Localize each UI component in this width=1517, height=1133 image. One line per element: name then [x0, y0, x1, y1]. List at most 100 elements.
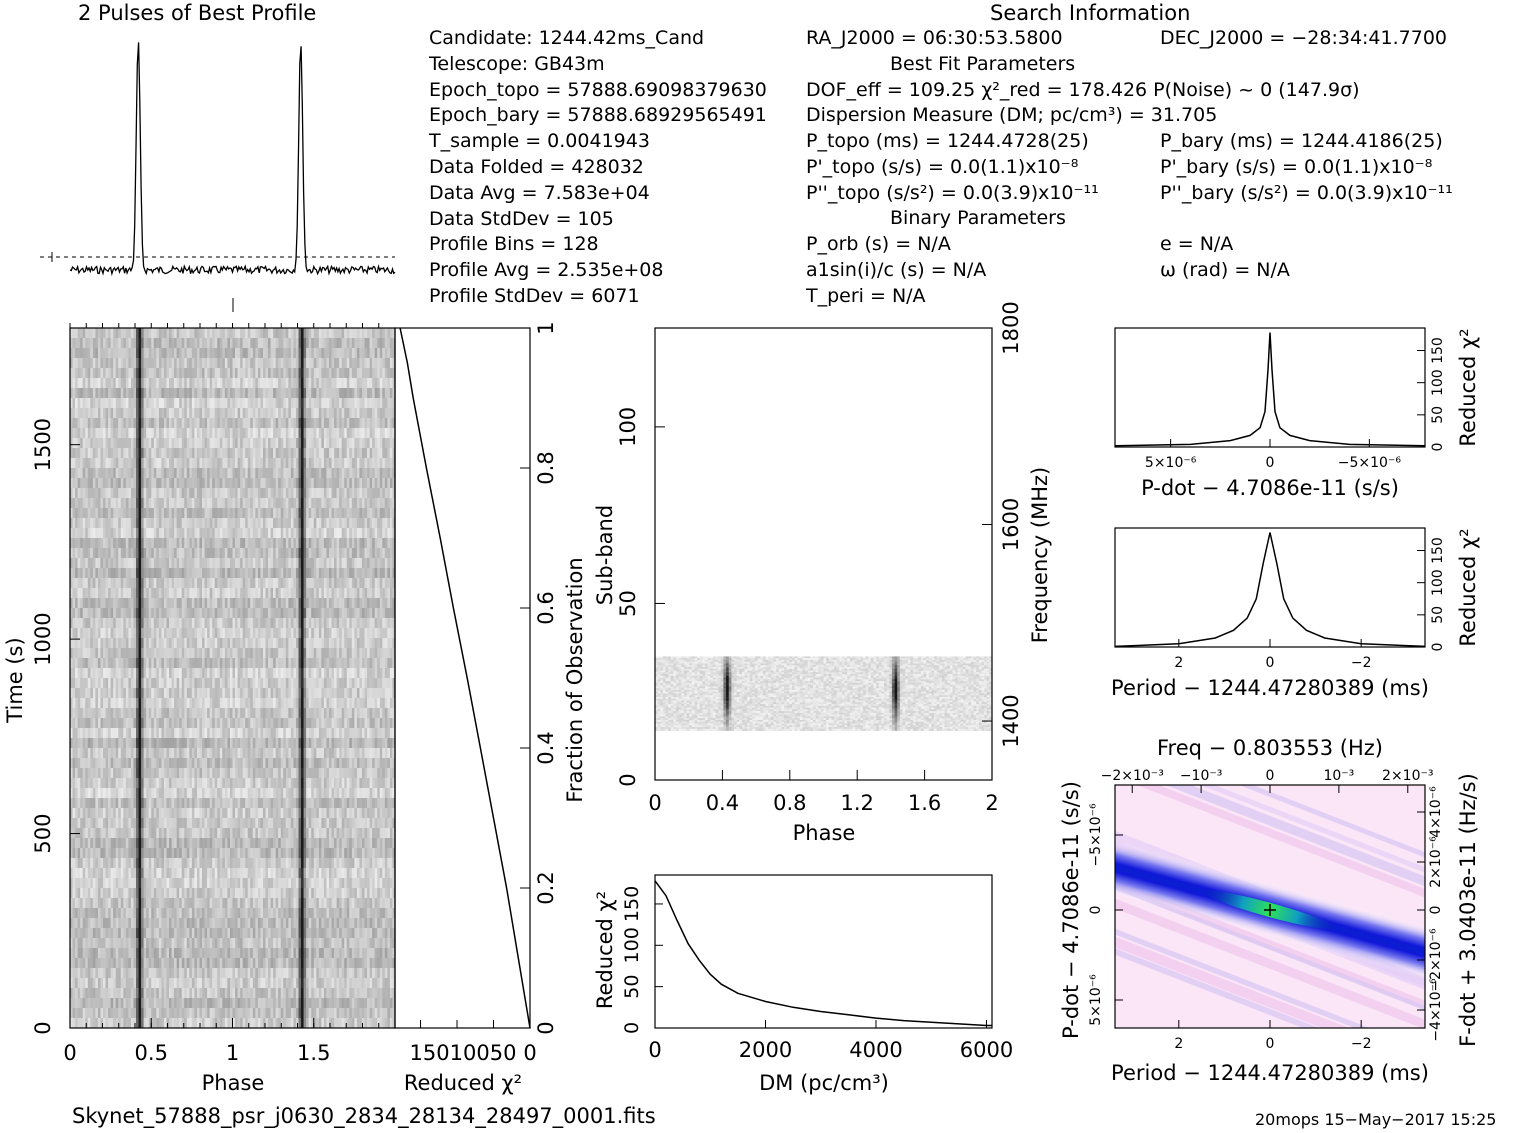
- chi2-period-line: [1114, 532, 1426, 648]
- chi2-time-ytick-label: 0.2: [534, 871, 558, 904]
- chi2-dm-ylabel: Reduced χ²: [593, 891, 617, 1009]
- time-phase-ytick-label: 500: [31, 814, 55, 854]
- subband-xtick-label: 2: [985, 791, 998, 815]
- candidate-line: Epoch_bary = 57888.68929565491: [429, 104, 767, 127]
- chi2-pdot-xtick-label: 5×10⁻⁶: [1145, 455, 1197, 471]
- chi2-pdot-ytick-label: 50: [1430, 406, 1446, 424]
- subband-frame: [654, 327, 993, 781]
- ppdot-top-tick-label: 10⁻³: [1323, 768, 1354, 784]
- search-line-p-orb: P_orb (s) = N/A: [806, 233, 951, 255]
- chi2-dm-xtick-label: 4000: [849, 1038, 902, 1062]
- time-phase-xtick-label: 1.5: [297, 1041, 330, 1065]
- chi2-time-ytick-label: 1: [534, 321, 558, 334]
- candidate-line: Profile Bins = 128: [429, 233, 599, 256]
- search-title: Search Information: [990, 1, 1191, 25]
- ppdot-ytick-label: −5×10⁻⁶: [1088, 803, 1104, 867]
- chi2-period-xlabel: Period − 1244.47280389 (ms): [1111, 676, 1429, 700]
- chi2-pdot-ytick-label: 0: [1430, 443, 1446, 452]
- search-line-binary-header: Binary Parameters: [890, 207, 1066, 229]
- subband-ytick-label: 100: [616, 407, 640, 447]
- chi2-pdot-xtick-label: 0: [1266, 455, 1275, 471]
- search-line-best-fit-header: Best Fit Parameters: [890, 53, 1076, 75]
- chi2-time-ytick-label: 0.6: [534, 591, 558, 624]
- chi2-time-xlabel: Reduced χ²: [404, 1071, 522, 1095]
- subband-xtick-label: 0: [648, 791, 661, 815]
- chi2-dm-xtick-label: 6000: [960, 1038, 1013, 1062]
- chi2-dm-xlabel: DM (pc/cm³): [759, 1071, 889, 1095]
- time-phase-ytick-label: 1500: [31, 418, 55, 471]
- search-line-dof: DOF_eff = 109.25 χ²_red = 178.426 P(Nois…: [806, 79, 1360, 101]
- search-line-pdd-bary: P''_bary (s/s²) = 0.0(3.9)x10⁻¹¹: [1160, 182, 1453, 204]
- ppdot-xtick-label: 0: [1266, 1036, 1275, 1052]
- subband-xtick-label: 0.8: [773, 791, 806, 815]
- chi2-period-ytick-label: 50: [1430, 606, 1446, 624]
- candidate-line: Data StdDev = 105: [429, 207, 614, 230]
- time-phase-xlabel: Phase: [202, 1071, 265, 1095]
- chi2-dm-ytick-label: 100: [621, 927, 643, 963]
- chi2-period-xtick-label: −2: [1351, 655, 1372, 671]
- chi2-time-frame: [394, 327, 531, 1029]
- time-phase-xtick-label: 1: [226, 1041, 239, 1065]
- profile-line: [69, 42, 396, 277]
- chi2-period-ytick-label: 150: [1430, 537, 1446, 564]
- time-phase-ylabel: Time (s): [3, 637, 27, 723]
- subband-image: [655, 656, 993, 731]
- chi2-dm-xtick-label: 2000: [739, 1038, 792, 1062]
- chi2-pdot-line: [1114, 332, 1426, 447]
- ppdot-y2tick-label: 4×10⁻⁶: [1428, 786, 1444, 838]
- ppdot-xtick-label: 2: [1174, 1036, 1183, 1052]
- search-line-ra: RA_J2000 = 06:30:53.5800: [806, 27, 1063, 49]
- chi2-time-ytick-label: 0: [534, 1021, 558, 1034]
- candidate-line: Profile StdDev = 6071: [429, 285, 640, 307]
- ppdot-y2tick-label: 2×10⁻⁶: [1428, 836, 1444, 888]
- ppdot-top-tick-label: 2×10⁻³: [1382, 768, 1433, 784]
- candidate-line: Data Folded = 428032: [429, 156, 644, 178]
- chi2-pdot-xlabel: P-dot − 4.7086e-11 (s/s): [1141, 476, 1399, 500]
- chi2-dm-xtick-label: 0: [648, 1038, 661, 1062]
- subband-xtick-label: 0.4: [706, 791, 739, 815]
- subband-y2tick-label: 1800: [999, 301, 1023, 354]
- time-phase-xtick-label: 0.5: [135, 1041, 168, 1065]
- time-phase-xtick-label: 0: [63, 1041, 76, 1065]
- chi2-time-ytick-label: 0.4: [534, 731, 558, 764]
- chi2-pdot-ytick-label: 100: [1430, 369, 1446, 396]
- chi2-period-xtick-label: 2: [1174, 655, 1183, 671]
- chi2-dm-frame: [654, 874, 993, 1029]
- ppdot-top-tick-label: 0: [1266, 768, 1275, 784]
- footer-filename: Skynet_57888_psr_j0630_2834_28134_28497_…: [72, 1104, 656, 1128]
- search-line-pd-bary: P'_bary (s/s) = 0.0(1.1)x10⁻⁸: [1160, 156, 1433, 178]
- time-phase-ytick-label: 1000: [31, 612, 55, 665]
- candidate-line: Epoch_topo = 57888.69098379630: [429, 78, 767, 101]
- search-line-p-bary: P_bary (ms) = 1244.4186(25): [1160, 130, 1443, 152]
- chi2-time-ylabel: Fraction of Observation: [563, 557, 587, 802]
- chi2-period-ytick-label: 0: [1430, 643, 1446, 652]
- ppdot-top-tick-label: −2×10⁻³: [1101, 768, 1164, 784]
- ppdot-ylabel: P-dot − 4.7086e-11 (s/s): [1059, 781, 1083, 1039]
- ppdot-title: Freq − 0.803553 (Hz): [1157, 736, 1383, 760]
- chi2-period-frame: [1114, 527, 1426, 648]
- subband-ytick-label: 0: [616, 773, 640, 786]
- chi2-pdot-ylabel: Reduced χ²: [1456, 328, 1480, 446]
- chi2-time-line: [399, 327, 531, 1029]
- ppdot-ytick-label: 5×10⁻⁶: [1088, 974, 1104, 1026]
- chi2-period-ylabel: Reduced χ²: [1456, 528, 1480, 646]
- subband-y2label: Frequency (MHz): [1028, 467, 1052, 643]
- chi2-time-xtick-label: 15010050: [410, 1041, 517, 1065]
- ppdot-y2tick-label: −4×10⁻⁶: [1428, 978, 1444, 1042]
- chi2-dm-line: [654, 880, 992, 1027]
- candidate-line: Profile Avg = 2.535e+08: [429, 259, 664, 282]
- chi2-period-ytick-label: 100: [1430, 569, 1446, 596]
- candidate-line: Telescope: GB43m: [429, 52, 605, 75]
- profile-title: 2 Pulses of Best Profile: [78, 1, 317, 25]
- ppdot-top-tick-label: −10⁻³: [1180, 768, 1223, 784]
- search-line-dec: DEC_J2000 = −28:34:41.7700: [1160, 27, 1448, 49]
- search-line-pd-topo: P'_topo (s/s) = 0.0(1.1)x10⁻⁸: [806, 156, 1079, 178]
- search-line-pdd-topo: P''_topo (s/s²) = 0.0(3.9)x10⁻¹¹: [806, 182, 1099, 204]
- search-line-a1: a1sin(i)/c (s) = N/A: [806, 259, 987, 281]
- subband-xlabel: Phase: [793, 821, 856, 845]
- candidate-line: T_sample = 0.0041943: [429, 130, 650, 153]
- subband-ytick-label: 50: [616, 590, 640, 617]
- chi2-dm-ytick-label: 50: [621, 975, 643, 999]
- ppdot-y2tick-label: −2×10⁻⁶: [1428, 928, 1444, 992]
